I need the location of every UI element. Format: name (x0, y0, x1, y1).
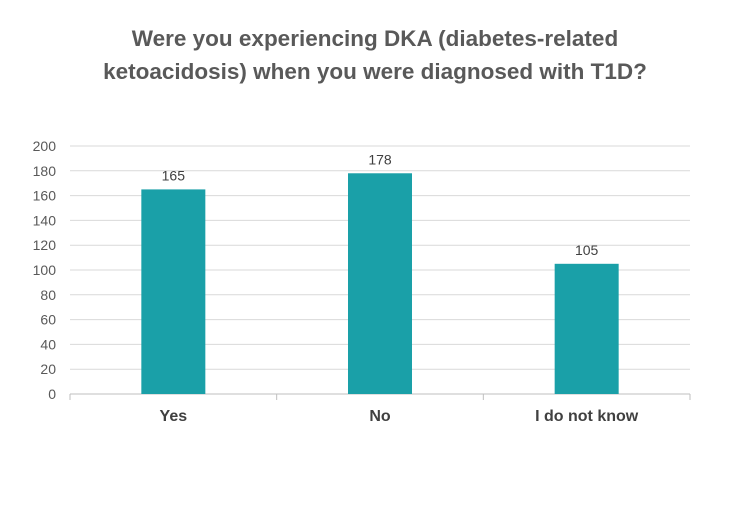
x-category-label: Yes (160, 408, 188, 425)
bar (554, 263, 619, 394)
y-tick-label: 0 (48, 386, 56, 402)
bar (348, 173, 412, 394)
chart-title: Were you experiencing DKA (diabetes-rela… (0, 22, 750, 88)
y-tick-label: 200 (33, 138, 57, 154)
y-tick-label: 120 (33, 237, 57, 253)
y-tick-label: 140 (33, 212, 57, 228)
y-tick-label: 180 (33, 163, 57, 179)
data-label: 178 (368, 151, 392, 167)
y-tick-label: 80 (40, 287, 56, 303)
y-tick-label: 20 (40, 361, 56, 377)
x-category-label: I do not know (535, 408, 639, 425)
y-tick-label: 40 (40, 336, 56, 352)
x-category-label: No (369, 408, 391, 425)
y-tick-label: 160 (33, 188, 57, 204)
y-tick-label: 60 (40, 312, 56, 328)
chart-title-line-1: Were you experiencing DKA (diabetes-rela… (131, 26, 619, 51)
data-label: 105 (575, 242, 599, 258)
data-label: 165 (162, 167, 186, 183)
chart-title-line-2: ketoacidosis) when you were diagnosed wi… (103, 59, 647, 84)
bar (141, 189, 206, 394)
y-tick-label: 100 (33, 262, 57, 278)
